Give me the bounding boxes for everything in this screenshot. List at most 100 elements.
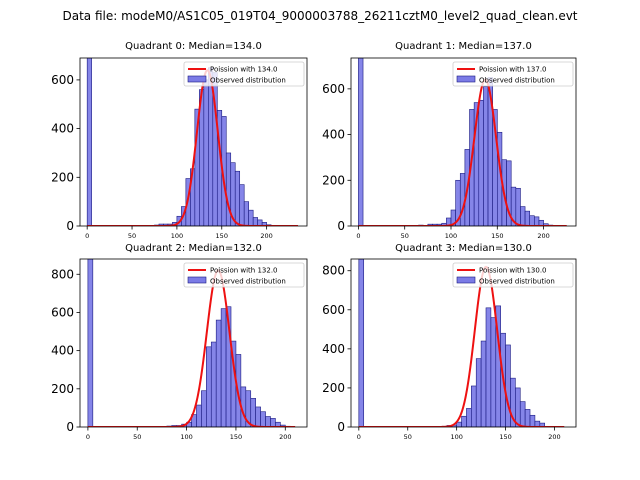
histogram-bar: [461, 415, 467, 427]
histogram-bar: [534, 216, 540, 226]
legend-label-observed: Observed distribution: [479, 77, 555, 85]
x-tick-label: 50: [404, 433, 412, 441]
x-tick-label: 200: [260, 232, 272, 240]
y-tick-label: 200: [51, 382, 74, 396]
y-tick-label: 0: [66, 219, 74, 233]
x-tick-label: 150: [216, 232, 228, 240]
histogram-bar: [265, 416, 271, 427]
legend-label-poisson: Poission with 130.0: [479, 267, 547, 275]
histogram-bar: [215, 319, 222, 427]
histogram-bar: [86, 58, 92, 226]
y-tick-label: 200: [322, 173, 345, 187]
x-tick-label: 200: [537, 232, 549, 240]
axes-frame: [79, 57, 308, 227]
histogram-bar: [225, 152, 232, 226]
legend: Poission with 134.0 Observed distribution: [183, 61, 305, 87]
poisson-curve: [358, 265, 565, 427]
x-tick-label: 0: [357, 433, 361, 441]
histogram-bar: [529, 215, 535, 226]
histogram-bar: [255, 406, 261, 427]
y-tick-label: 400: [51, 344, 74, 358]
x-tick-label: 50: [401, 232, 409, 240]
x-tick-label: 200: [548, 433, 560, 441]
y-tick-label: 600: [322, 82, 345, 96]
y-tick-label: 400: [51, 122, 74, 136]
legend-label-poisson: Poission with 134.0: [210, 66, 278, 74]
x-tick-label: 50: [128, 232, 136, 240]
legend-label-poisson: Poission with 132.0: [210, 267, 278, 275]
histogram-bar: [478, 99, 484, 226]
histogram-bar: [520, 206, 526, 226]
x-tick-label: 0: [356, 232, 360, 240]
legend-patch-swatch: [187, 75, 207, 83]
histogram-bar: [480, 340, 487, 427]
histogram-bar: [201, 390, 207, 427]
histogram-bar: [515, 187, 521, 226]
y-tick-label: 0: [66, 420, 74, 434]
poisson-curve: [87, 69, 299, 226]
legend-box: [452, 262, 574, 288]
histogram-bar: [248, 209, 254, 226]
panel-quadrant-1: Quadrant 1: Median=137.0 0 50 100 150 200 0 20…: [322, 41, 577, 240]
plot-area: [86, 58, 299, 226]
y-tick-label: 600: [51, 73, 74, 87]
histogram-bar: [471, 385, 477, 427]
y-tick-label: 400: [322, 128, 345, 142]
axes-frame: [79, 258, 308, 428]
y-tick-label: 400: [322, 342, 345, 356]
y-tick-label: 0: [337, 219, 345, 233]
suptitle: Data file: modeM0/AS1C05_019T04_90000037…: [62, 9, 577, 23]
legend-box: [452, 61, 574, 87]
x-tick-label: 100: [180, 433, 192, 441]
legend-label-observed: Observed distribution: [210, 278, 286, 286]
x-tick-label: 150: [499, 433, 511, 441]
histogram-bar: [483, 86, 489, 226]
histogram-bar: [538, 219, 544, 226]
y-tick-label: 600: [51, 305, 74, 319]
histogram-bar: [529, 414, 536, 427]
histogram-bar: [206, 346, 212, 427]
panel-title: Quadrant 3: Median=130.0: [395, 243, 532, 254]
x-tick-label: 50: [133, 433, 141, 441]
axes-frame: [350, 258, 577, 428]
histogram-bar: [250, 398, 256, 427]
histogram-bar: [243, 201, 249, 226]
legend-patch-swatch: [456, 276, 476, 284]
legend: Poission with 137.0 Observed distribution: [452, 61, 574, 87]
histogram-bar: [519, 401, 526, 427]
histogram-bar: [466, 408, 472, 427]
histogram-bar: [358, 58, 364, 226]
histogram-bar: [239, 184, 245, 226]
x-tick-label: 100: [445, 232, 457, 240]
y-tick-label: 600: [322, 303, 345, 317]
legend-label-poisson: Poission with 137.0: [479, 66, 547, 74]
panel-quadrant-0: Quadrant 0: Median=134.0 0 50 100 150 200 0 20…: [51, 41, 308, 240]
histogram-bar: [87, 259, 94, 427]
histogram-bar: [270, 418, 276, 427]
x-tick-label: 100: [171, 232, 183, 240]
x-tick-label: 150: [491, 232, 503, 240]
legend-box: [183, 61, 305, 87]
histogram-bar: [524, 210, 531, 226]
histogram-bar: [505, 344, 511, 427]
y-tick-label: 200: [322, 381, 345, 395]
histogram-bar: [252, 217, 258, 226]
axes-frame: [350, 57, 577, 227]
y-tick-label: 200: [51, 170, 74, 184]
histogram-bar: [260, 411, 266, 427]
x-tick-label: 0: [86, 433, 90, 441]
histogram-bar: [358, 259, 365, 427]
x-tick-label: 150: [230, 433, 242, 441]
legend-label-observed: Observed distribution: [479, 278, 555, 286]
plot-area: [358, 259, 565, 427]
legend-patch-swatch: [456, 75, 476, 83]
legend-box: [183, 262, 305, 288]
panel-quadrant-3: Quadrant 3: Median=130.0 0 50 100 150 200 0 20…: [322, 243, 577, 441]
panel-title: Quadrant 0: Median=134.0: [125, 41, 262, 52]
x-tick-label: 0: [85, 232, 89, 240]
histogram-bar: [515, 387, 521, 427]
poisson-curve: [87, 269, 296, 427]
histogram-bar: [203, 79, 209, 226]
panel-quadrant-2: Quadrant 2: Median=132.0 0 50 100 150 200 0 20…: [51, 243, 308, 441]
